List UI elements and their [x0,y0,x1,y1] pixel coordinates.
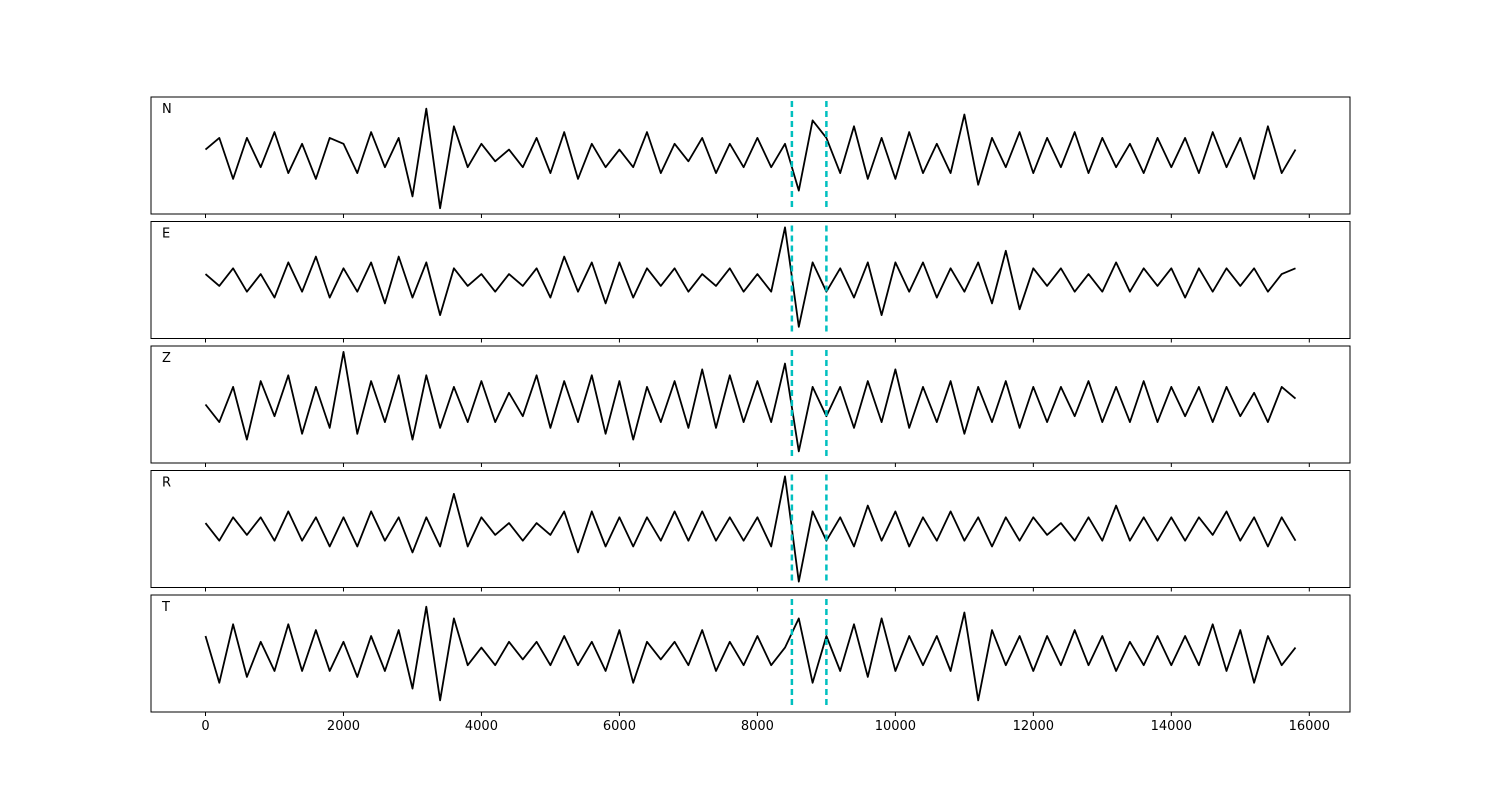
panel-frame [150,96,1351,215]
panel-frame [150,594,1351,713]
panel-label: E [162,227,170,242]
panel-label: N [162,102,172,117]
trace [204,351,1297,453]
x-tick-label: 8000 [741,719,774,734]
x-tick-label: 4000 [465,719,498,734]
x-tick-label: 6000 [603,719,636,734]
x-tick-label: 2000 [327,719,360,734]
x-tick-label: 12000 [1013,719,1054,734]
panel-label: Z [162,351,171,366]
x-tick-label: 0 [201,719,209,734]
panel-label: T [161,600,170,615]
panel-label: R [162,476,171,491]
x-tick-label: 10000 [875,719,916,734]
x-tick-label: 14000 [1151,719,1192,734]
panel-frame [150,221,1351,339]
trace [204,475,1297,583]
panel-frame [150,470,1351,588]
trace [204,226,1296,328]
x-tick-label: 16000 [1289,719,1330,734]
trace [204,605,1297,702]
trace [204,107,1297,210]
panel-frame [150,345,1351,464]
